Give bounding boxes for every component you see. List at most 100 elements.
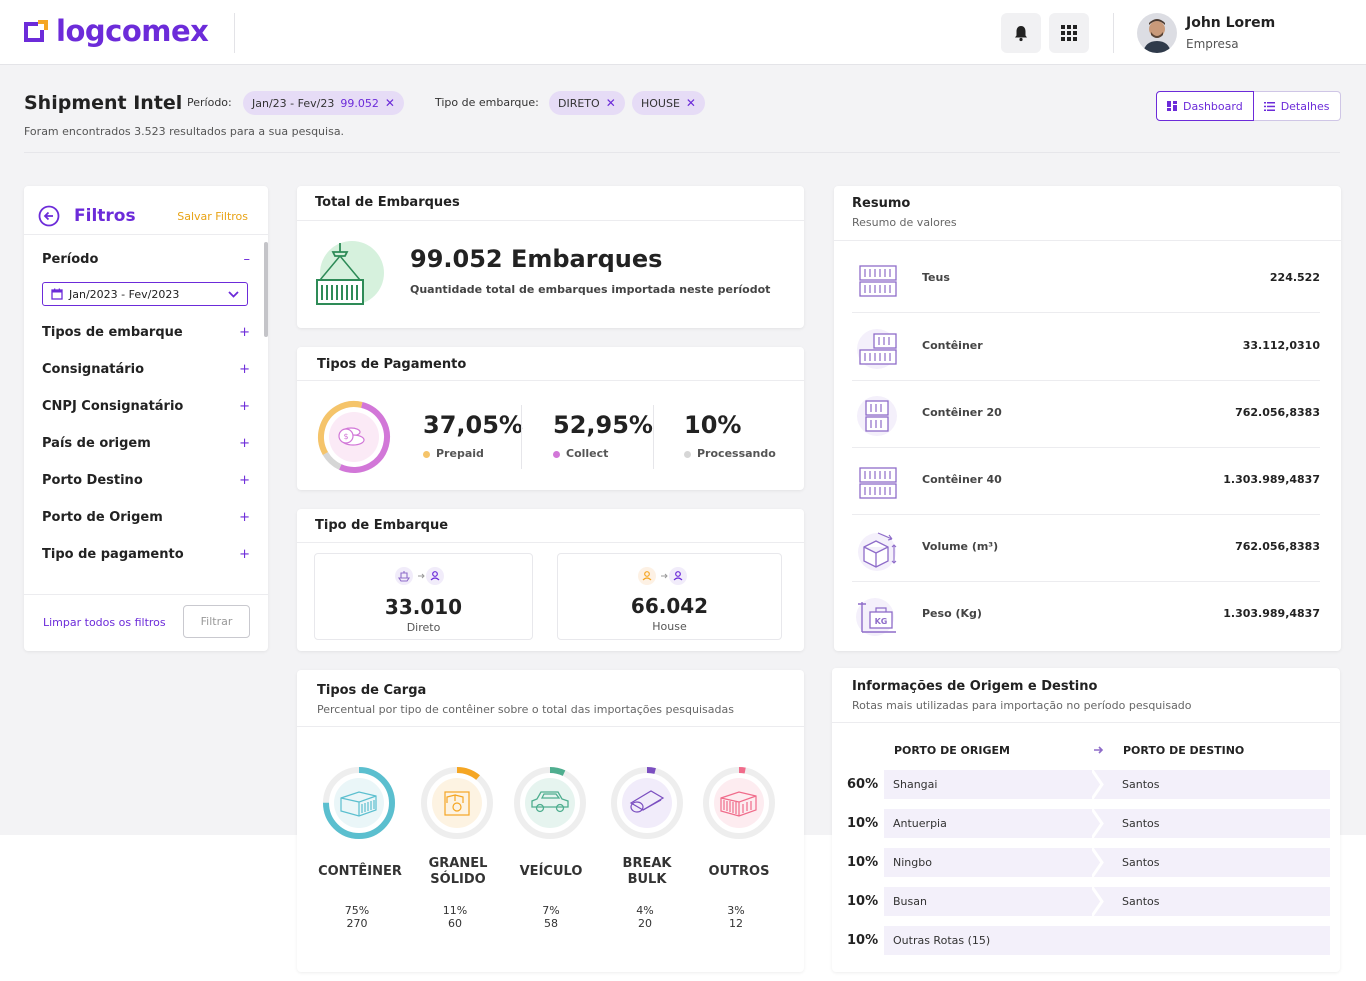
filters-panel: Filtros Salvar Filtros Período – Jan/202… xyxy=(24,186,268,651)
filter-item[interactable]: CNPJ Consignatário + xyxy=(42,399,250,414)
payment-item-prepaid: 37,05% Prepaid xyxy=(423,411,523,460)
details-view-button[interactable]: Detalhes xyxy=(1253,91,1341,121)
expand-icon[interactable]: + xyxy=(239,547,250,562)
route-pct: 10% xyxy=(847,894,879,909)
filter-item[interactable]: Porto Destino + xyxy=(42,473,250,488)
filter-period[interactable]: Período – xyxy=(42,252,250,267)
divider xyxy=(297,542,804,543)
route-row: 10% Ningbo Santos xyxy=(840,848,1330,877)
filter-item[interactable]: Tipos de embarque + xyxy=(42,325,250,340)
total-shipments-card: Total de Embarques 99.052 Embarques Quan… xyxy=(297,186,804,328)
route-pct-cell xyxy=(840,848,884,877)
card-title: Informações de Origem e Destino xyxy=(852,679,1098,694)
logo[interactable]: logcomex xyxy=(24,14,209,48)
expand-icon[interactable]: + xyxy=(239,325,250,340)
svg-text:$: $ xyxy=(343,432,348,441)
divider xyxy=(297,726,804,727)
period-select-value: Jan/2023 - Fev/2023 xyxy=(69,287,180,301)
card-subtitle: Percentual por tipo de contêiner sobre o… xyxy=(317,703,734,716)
period-select[interactable]: Jan/2023 - Fev/2023 xyxy=(42,282,248,306)
total-shipments-value: 99.052 Embarques xyxy=(410,245,663,273)
type-chip-direto[interactable]: DIRETO ✕ xyxy=(549,91,625,115)
cargo-count: 60 xyxy=(448,917,462,930)
route-pct: 10% xyxy=(847,933,879,948)
route-row: 10% Outras Rotas (15) xyxy=(840,926,1330,955)
user-name: John Lorem xyxy=(1186,15,1276,31)
apps-button[interactable] xyxy=(1049,13,1089,53)
cargo-name: VEÍCULO xyxy=(501,864,601,880)
expand-icon[interactable]: + xyxy=(239,473,250,488)
close-icon[interactable]: ✕ xyxy=(605,96,616,110)
avatar[interactable] xyxy=(1137,13,1177,53)
cargo-value: 4% 20 xyxy=(615,904,675,930)
calendar-icon xyxy=(51,288,63,300)
card-title: Tipos de Pagamento xyxy=(317,357,467,372)
route-origin: Outras Rotas (15) xyxy=(893,934,991,947)
notifications-button[interactable] xyxy=(1001,13,1041,53)
payment-pct: 37,05% xyxy=(423,411,523,439)
card-header: Resumo Resumo de valores xyxy=(852,196,957,229)
route-pct: 10% xyxy=(847,816,879,831)
route-row: 10% Antuerpia Santos xyxy=(840,809,1330,838)
type-chip-house[interactable]: HOUSE ✕ xyxy=(632,91,705,115)
close-icon[interactable]: ✕ xyxy=(685,96,696,110)
route-origin: Shangai xyxy=(893,778,938,791)
summary-label: Contêiner xyxy=(922,339,983,352)
expand-icon[interactable]: + xyxy=(239,362,250,377)
route-destination: Santos xyxy=(1122,895,1160,908)
cargo-arc xyxy=(421,767,493,839)
logo-text: logcomex xyxy=(56,14,209,48)
card-header: Tipos de Carga Percentual por tipo de co… xyxy=(317,683,734,716)
filter-item[interactable]: País de origem + xyxy=(42,436,250,451)
filter-item[interactable]: Porto de Origem + xyxy=(42,510,250,525)
payment-label: Collect xyxy=(553,447,653,460)
back-arrow-icon[interactable] xyxy=(38,205,60,227)
route-chevron-icon xyxy=(1092,809,1104,838)
divider xyxy=(653,405,654,469)
scrollbar[interactable] xyxy=(264,242,268,337)
route-chevron-icon xyxy=(1092,887,1104,916)
dashboard-view-button[interactable]: Dashboard xyxy=(1156,91,1254,121)
apply-filter-button[interactable]: Filtrar xyxy=(183,605,250,638)
cargo-donut xyxy=(703,767,775,839)
house-label: House xyxy=(652,620,687,633)
results-count: Foram encontrados 3.523 resultados para … xyxy=(24,125,345,138)
ship-container-icon xyxy=(316,241,384,305)
expand-icon[interactable]: + xyxy=(239,510,250,525)
payment-label: Prepaid xyxy=(423,447,523,460)
route-pct-cell xyxy=(840,887,884,916)
destination-column-header: PORTO DE DESTINO xyxy=(1123,744,1245,757)
house-shipment-box[interactable]: 66.042 House xyxy=(557,553,782,640)
user-company: Empresa xyxy=(1186,37,1239,51)
cargo-count: 20 xyxy=(638,917,652,930)
logo-icon xyxy=(24,20,48,42)
weight-icon-text: KG xyxy=(875,617,888,626)
cargo-name-text: BULK xyxy=(627,872,667,887)
period-chip[interactable]: Jan/23 - Fev/23 99.052 ✕ xyxy=(243,91,404,115)
filter-item[interactable]: Consignatário + xyxy=(42,362,250,377)
expand-icon[interactable]: + xyxy=(239,399,250,414)
legend-dot xyxy=(684,450,691,458)
divider xyxy=(1113,13,1114,53)
collapse-icon[interactable]: – xyxy=(243,252,251,267)
payment-item-processing: 10% Processando xyxy=(684,411,776,460)
cargo-pct: 75% xyxy=(344,904,370,917)
direct-shipment-box[interactable]: 33.010 Direto xyxy=(314,553,533,640)
route-destination: Santos xyxy=(1122,856,1160,869)
period-label: Período: xyxy=(187,96,232,109)
clear-filters-link[interactable]: Limpar todos os filtros xyxy=(43,616,166,629)
payment-donut-chart: $ xyxy=(318,401,390,473)
container-20-icon xyxy=(857,396,897,436)
close-icon[interactable]: ✕ xyxy=(384,96,395,110)
legend-dot xyxy=(553,450,560,458)
user-to-user-icon xyxy=(638,567,687,585)
cargo-count: 58 xyxy=(544,917,558,930)
cargo-name-text: BREAK xyxy=(622,856,672,871)
summary-value: 33.112,0310 xyxy=(1242,339,1320,352)
summary-row: Contêiner 40 1.303.989,4837 xyxy=(852,448,1320,515)
filter-item[interactable]: Tipo de pagamento + xyxy=(42,547,250,562)
expand-icon[interactable]: + xyxy=(239,436,250,451)
save-filters-link[interactable]: Salvar Filtros xyxy=(177,209,248,223)
cargo-donut xyxy=(421,767,493,839)
summary-row: KG Peso (Kg) 1.303.989,4837 xyxy=(852,582,1320,649)
